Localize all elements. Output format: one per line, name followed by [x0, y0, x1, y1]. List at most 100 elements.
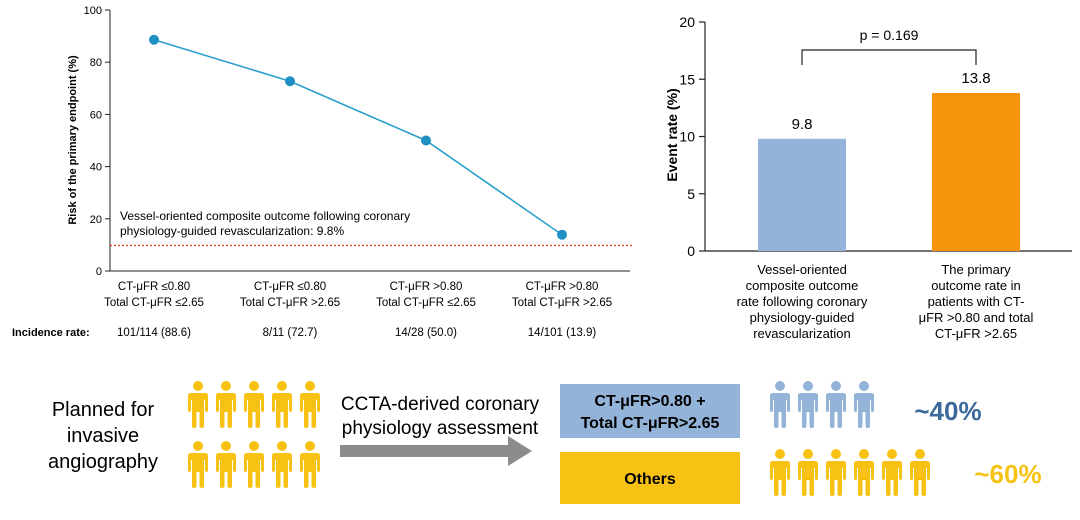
incidence-value: 14/101 (13.9) [528, 327, 597, 339]
x-category-label: CT-μFR ≤0.80 [118, 281, 190, 293]
incidence-rate-label: Incidence rate: [12, 327, 90, 339]
group1-box [560, 384, 740, 438]
x-category-label: Vessel-oriented [757, 262, 847, 277]
bar [758, 138, 846, 251]
y-tick-label: 15 [679, 71, 695, 87]
y-tick-label: 20 [90, 214, 102, 226]
group1-label-line-2: Total CT-μFR>2.65 [581, 415, 720, 432]
x-category-label: The primary [941, 262, 1011, 277]
arrow-shaft [340, 445, 508, 457]
x-category-label: rate following coronary [737, 294, 868, 309]
line-chart-x-categories: CT-μFR ≤0.80 Total CT-μFR ≤2.65 CT-μFR ≤0.… [104, 281, 612, 309]
incidence-value: 8/11 (72.7) [263, 327, 318, 339]
group2-label: Others [624, 471, 676, 488]
y-tick-label: 80 [90, 57, 102, 69]
x-category-label: CT-μFR >2.65 [935, 326, 1017, 341]
line-chart-y-axis-label: Risk of the primary endpoint (%) [67, 55, 79, 225]
reference-line-label-2: physiology-guided revascularization: 9.8… [120, 224, 344, 238]
person-icon [300, 381, 320, 428]
group1-label-line-1: CT-μFR>0.80 + [594, 393, 705, 410]
x-category-label: Total CT-μFR >2.65 [512, 297, 612, 309]
y-tick-label: 10 [679, 129, 695, 145]
y-tick-label: 0 [96, 266, 102, 278]
x-category-label: outcome rate in [931, 278, 1021, 293]
group2-box [560, 452, 740, 504]
arrow-label-line-1: CCTA-derived coronary [341, 394, 540, 415]
bar-chart: Event rate (%) 0 5 10 15 20 9.8 13.8 p = 0.16… [664, 14, 1072, 341]
data-point [285, 76, 295, 87]
patient-crowd-start [188, 381, 320, 488]
patient-flow-svg: Planned for invasive angiography CCTA-de… [48, 381, 1042, 504]
data-point [421, 135, 431, 146]
person-icon [770, 381, 790, 428]
incidence-value: 14/28 (50.0) [395, 327, 457, 339]
data-point [557, 229, 567, 240]
p-value-annotation: p = 0.169 [860, 27, 919, 43]
bar-chart-bars: 9.8 13.8 [758, 70, 1020, 252]
bar-chart-y-axis-label: Event rate (%) [664, 88, 680, 181]
y-tick-label: 5 [687, 186, 695, 202]
x-category-label: Total CT-μFR >2.65 [240, 297, 340, 309]
x-category-label: CT-μFR >0.80 [526, 281, 599, 293]
group2-percent: ~60% [974, 459, 1041, 489]
person-icon [882, 449, 902, 496]
person-icon [826, 381, 846, 428]
person-icon [244, 441, 264, 488]
x-category-label: composite outcome [746, 278, 859, 293]
line-chart-panel: Risk of the primary endpoint (%) 0 20 40 60… [0, 0, 640, 360]
x-category-label: Total CT-μFR ≤2.65 [104, 297, 204, 309]
x-category-label: revascularization [753, 326, 851, 341]
bar-chart-y-ticks: 0 5 10 15 20 [679, 14, 705, 259]
line-chart-series [149, 34, 567, 240]
person-icon [272, 381, 292, 428]
y-tick-label: 60 [90, 109, 102, 121]
x-category-label: μFR >0.80 and total [919, 310, 1034, 325]
start-label-line-3: angiography [48, 451, 158, 473]
x-category-label: patients with CT- [928, 294, 1025, 309]
group1-percent: ~40% [914, 396, 981, 426]
bar-value-label: 9.8 [792, 116, 813, 133]
person-icon [244, 381, 264, 428]
person-icon [854, 381, 874, 428]
person-icon [910, 449, 930, 496]
data-point [149, 34, 159, 45]
arrow-head [508, 436, 532, 466]
person-icon [272, 441, 292, 488]
line-chart: Risk of the primary endpoint (%) 0 20 40 60… [12, 5, 632, 339]
person-icon [854, 449, 874, 496]
incidence-value: 101/114 (88.6) [117, 327, 191, 339]
patient-flow-diagram: Planned for invasive angiography CCTA-de… [0, 360, 1080, 515]
incidence-values: 101/114 (88.6) 8/11 (72.7) 14/28 (50.0) 14/… [117, 327, 596, 339]
person-icon [770, 449, 790, 496]
bar-value-label: 13.8 [961, 70, 990, 87]
arrow-label-line-2: physiology assessment [342, 418, 539, 439]
start-label-line-2: invasive [67, 425, 139, 447]
y-tick-label: 20 [679, 14, 695, 30]
reference-line-label-1: Vessel-oriented composite outcome follow… [120, 209, 410, 223]
person-icon [216, 381, 236, 428]
x-category-label: CT-μFR ≤0.80 [254, 281, 326, 293]
start-label-line-1: Planned for [52, 399, 155, 421]
x-category-label: Total CT-μFR ≤2.65 [376, 297, 476, 309]
person-icon [188, 381, 208, 428]
y-tick-label: 0 [687, 243, 695, 259]
person-icon [300, 441, 320, 488]
x-category-label: physiology-guided [750, 310, 855, 325]
y-tick-label: 40 [90, 162, 102, 174]
flow-arrow [340, 436, 532, 466]
patient-crowd-group1 [770, 381, 874, 428]
y-tick-label: 100 [84, 5, 102, 17]
x-category-label: CT-μFR >0.80 [390, 281, 463, 293]
line-chart-y-ticks: 0 20 40 60 80 100 [84, 5, 110, 278]
patient-crowd-group2 [770, 449, 930, 496]
person-icon [826, 449, 846, 496]
person-icon [798, 449, 818, 496]
person-icon [798, 381, 818, 428]
person-icon [216, 441, 236, 488]
bar [932, 92, 1020, 252]
series-line [153, 38, 563, 236]
bar-chart-panel: Event rate (%) 0 5 10 15 20 9.8 13.8 p = 0.16… [640, 0, 1080, 360]
person-icon [188, 441, 208, 488]
significance-bracket [801, 49, 977, 65]
